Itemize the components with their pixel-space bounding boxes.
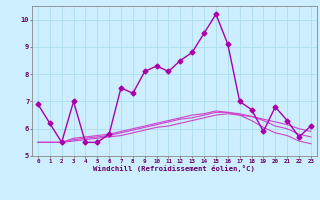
X-axis label: Windchill (Refroidissement éolien,°C): Windchill (Refroidissement éolien,°C) (93, 165, 255, 172)
